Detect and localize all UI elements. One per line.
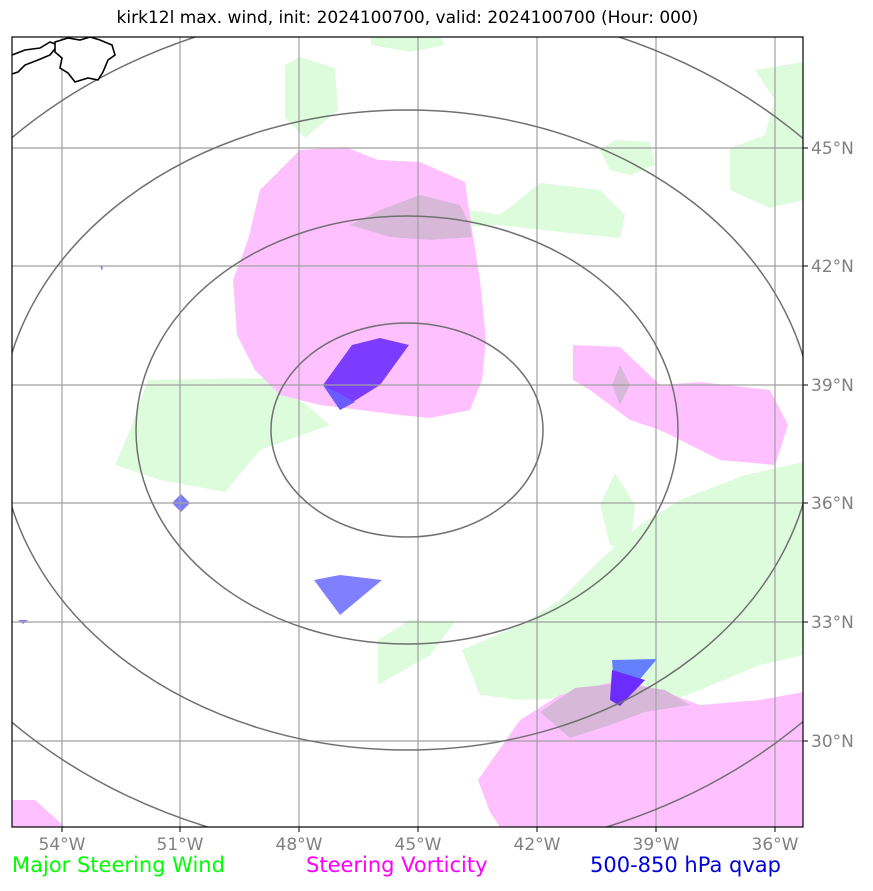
qvap-region — [323, 338, 409, 410]
qvap-region — [314, 575, 382, 615]
steering-vorticity-regions — [12, 147, 803, 827]
range-ring — [12, 109, 803, 751]
plot-frame — [11, 36, 804, 828]
range-ring — [270, 322, 544, 538]
wind-region — [730, 62, 803, 208]
lon-tick-label: 54°W — [39, 835, 86, 855]
wind-region — [285, 57, 338, 138]
range-rings — [12, 37, 803, 827]
overlap-region — [540, 683, 690, 738]
wind-region — [600, 473, 635, 550]
steering-wind-regions — [115, 37, 803, 705]
wind-region — [600, 140, 655, 175]
qvap-region — [323, 385, 355, 410]
lat-tick-label: 39°N — [811, 376, 854, 396]
map-title: kirk12l max. wind, init: 2024100700, val… — [116, 8, 699, 28]
qvap-region — [610, 670, 645, 706]
coastline-segment — [54, 37, 116, 83]
lat-tick-label: 30°N — [811, 732, 854, 752]
overlap-region — [350, 195, 472, 240]
lon-tick-label: 48°W — [276, 835, 323, 855]
wind-region — [370, 37, 445, 52]
vorticity-region — [12, 800, 65, 827]
lon-tick-label: 45°W — [395, 835, 442, 855]
lon-axis: 54°W 51°W 48°W 45°W 42°W 39°W 36°W — [39, 827, 799, 855]
coastline-segment — [12, 41, 60, 75]
lat-tick-label: 33°N — [811, 613, 854, 633]
lat-tick-label: 36°N — [811, 494, 854, 514]
lat-axis: 45°N 42°N 39°N 36°N 33°N 30°N — [803, 139, 854, 752]
wind-region — [378, 620, 455, 685]
legend-qvap: 500-850 hPa qvap — [590, 853, 781, 877]
legend-steering-wind: Major Steering Wind — [12, 853, 225, 877]
lat-tick-label: 45°N — [811, 139, 854, 159]
vorticity-region — [573, 345, 788, 465]
lat-tick-label: 42°N — [811, 257, 854, 277]
qvap-region — [100, 266, 103, 271]
coastline — [12, 37, 116, 83]
range-ring — [135, 215, 679, 645]
lon-tick-label: 36°W — [752, 835, 799, 855]
wind-region — [440, 183, 625, 238]
wind-region — [462, 462, 803, 705]
lon-tick-label: 51°W — [157, 835, 204, 855]
wind-region — [115, 378, 330, 492]
legend-steering-vorticity: Steering Vorticity — [306, 853, 488, 877]
lon-tick-label: 39°W — [633, 835, 680, 855]
lon-tick-label: 42°W — [514, 835, 561, 855]
